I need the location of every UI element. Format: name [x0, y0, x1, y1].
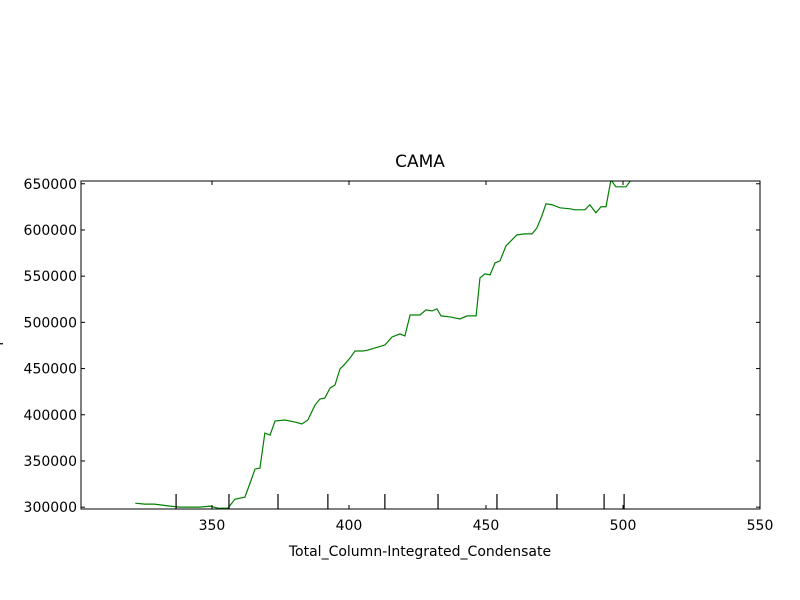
data-line — [135, 181, 632, 509]
x-tick-label: 350 — [199, 518, 226, 534]
y-tick-label: 650000 — [24, 177, 77, 193]
x-tick-label: 400 — [336, 518, 363, 534]
y-tick-label: 500000 — [24, 315, 77, 331]
chart-title: CAMA — [395, 152, 445, 172]
y-tick-label: 600000 — [24, 223, 77, 239]
plot-area — [135, 181, 632, 509]
x-tick-label: 550 — [747, 518, 774, 534]
y-tick-label: 300000 — [24, 500, 77, 516]
x-axis-label: Total_Column-Integrated_Condensate — [288, 544, 551, 560]
y-tick-label: 350000 — [24, 454, 77, 470]
plot-frame — [80, 180, 761, 510]
x-tick-label: 500 — [610, 518, 637, 534]
y-tick-label: 550000 — [24, 269, 77, 285]
y-tick-label: 400000 — [24, 408, 77, 424]
y-axis-label: Partial Dependence — [0, 277, 4, 414]
y-tick-label: 450000 — [24, 362, 77, 378]
x-tick-label: 450 — [473, 518, 500, 534]
